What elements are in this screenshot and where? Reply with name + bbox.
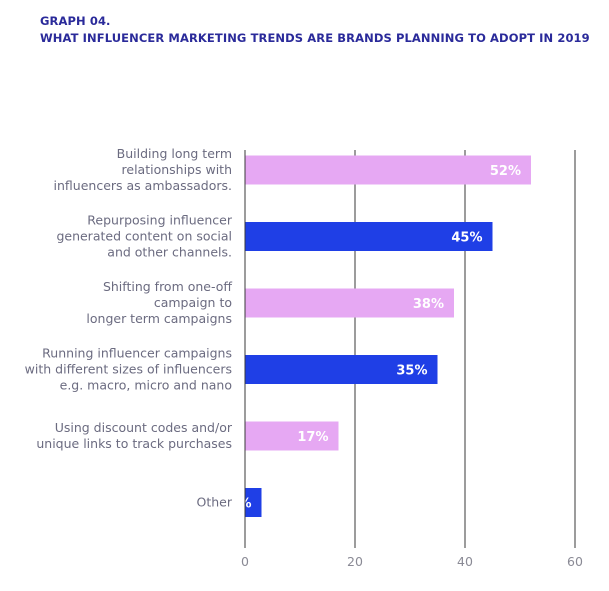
graph-number: GRAPH 04. [40, 14, 111, 28]
category-label-2-line-2: generated content on social [56, 229, 232, 244]
x-tick-label-20: 20 [347, 554, 363, 569]
category-label-5-line-2: unique links to track purchases [36, 436, 232, 451]
category-label-1-line-3: influencers as ambassadors. [54, 178, 232, 193]
category-label-1-line-1: Building long term [117, 146, 232, 161]
bar-2 [245, 222, 493, 251]
x-tick-label-40: 40 [457, 554, 473, 569]
bar-3 [245, 288, 454, 318]
x-tick-label-60: 60 [567, 554, 583, 569]
bar-value-label-2: 45% [451, 231, 482, 246]
category-label-4-line-2: with different sizes of influencers [25, 362, 232, 377]
category-label-5-line-1: Using discount codes and/or [55, 420, 233, 435]
bar-value-label-6: 3% [229, 497, 251, 512]
category-label-3-line-2: campaign to [154, 295, 232, 310]
chart-title: WHAT INFLUENCER MARKETING TRENDS ARE BRA… [40, 31, 590, 45]
bar-6 [245, 488, 262, 517]
bar-value-label-4: 35% [396, 364, 427, 379]
category-label-6-line-1: Other [197, 495, 233, 510]
bar-value-label-3: 38% [413, 297, 444, 312]
bar-5 [245, 421, 339, 451]
category-label-3-line-1: Shifting from one-off [103, 279, 232, 294]
x-tick-label-0: 0 [241, 554, 249, 569]
bar-value-label-1: 52% [490, 164, 521, 179]
bar-value-label-5: 17% [297, 430, 328, 445]
category-label-3-line-3: longer term campaigns [86, 311, 232, 326]
category-label-1-line-2: relationships with [122, 162, 232, 177]
category-label-4-line-3: e.g. macro, micro and nano [60, 378, 232, 393]
category-label-2-line-3: and other channels. [107, 245, 232, 260]
category-label-2-line-1: Repurposing influencer [87, 213, 233, 228]
category-label-4-line-1: Running influencer campaigns [42, 346, 232, 361]
bar-1 [245, 155, 531, 185]
bar-4 [245, 355, 438, 384]
